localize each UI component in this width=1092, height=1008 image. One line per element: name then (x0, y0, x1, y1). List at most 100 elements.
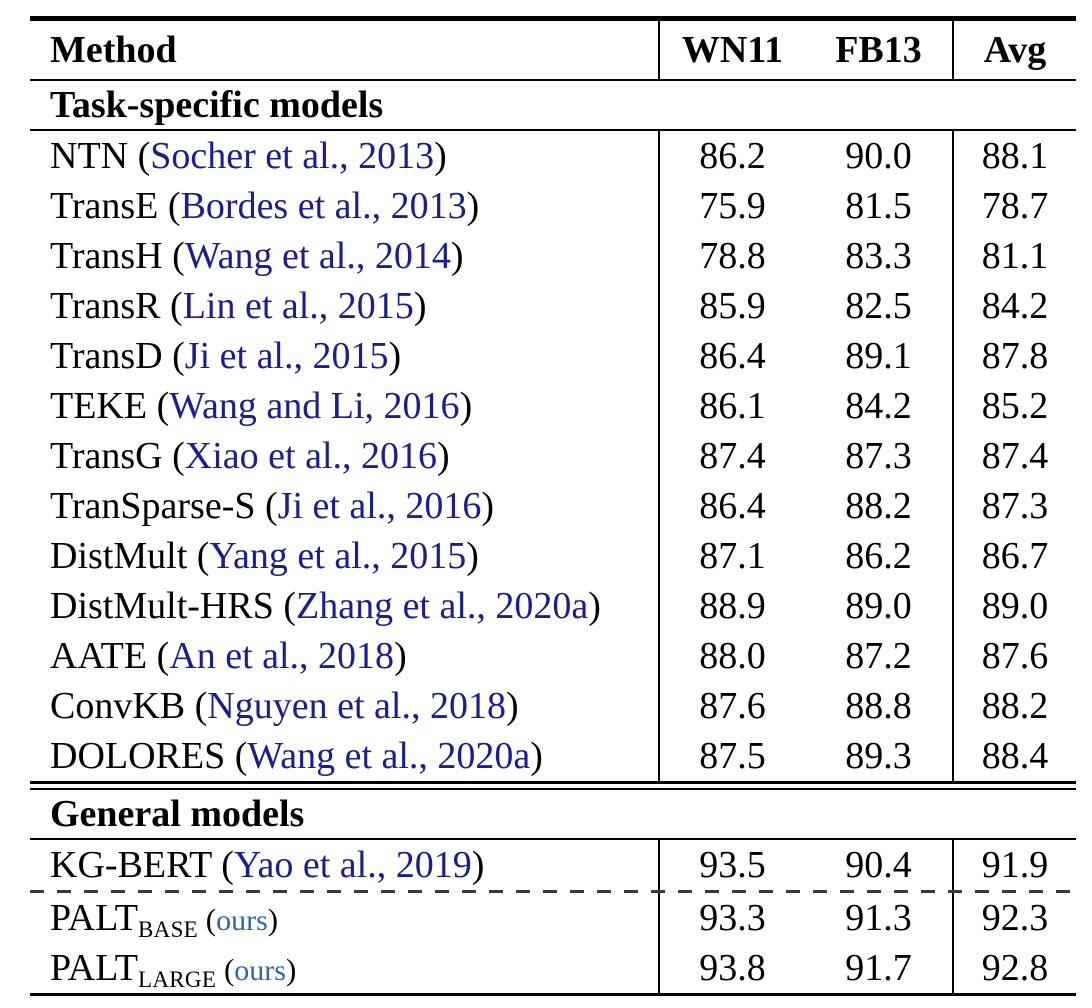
fb13-value: 83.3 (845, 235, 912, 277)
citation-link[interactable]: Nguyen et al., 2018 (207, 685, 506, 727)
method-cell: PALTLARGE (ours) (30, 943, 658, 993)
citation-link[interactable]: Yang et al., 2015 (209, 535, 467, 577)
avg-value: 87.8 (952, 331, 1076, 381)
section-underline-rule (30, 838, 1076, 840)
ours-label: ours (234, 954, 286, 987)
avg-value: 78.7 (952, 181, 1076, 231)
open-paren: ( (158, 185, 181, 227)
avg-value: 92.3 (952, 893, 1076, 943)
close-paren: ) (450, 235, 464, 277)
citation-link[interactable]: Xiao et al., 2016 (184, 435, 438, 477)
method-cell: TransR (Lin et al., 2015) (30, 281, 658, 331)
close-paren: ) (466, 185, 480, 227)
fb13-value: 82.5 (845, 285, 912, 327)
fb13-value: 86.2 (845, 535, 912, 577)
top-rule (30, 16, 1076, 21)
open-paren: ( (187, 535, 210, 577)
avg-value: 88.4 (952, 731, 1076, 781)
close-paren: ) (459, 385, 473, 427)
citation-link[interactable]: Yao et al., 2019 (233, 844, 472, 886)
dashed-divider-rule (30, 890, 1076, 893)
fb13-value: 91.7 (845, 947, 912, 989)
method-cell: TransH (Wang et al., 2014) (30, 231, 658, 281)
method-cell: DOLORES (Wang et al., 2020a) (30, 731, 658, 781)
avg-value: 87.3 (952, 481, 1076, 531)
fb13-value: 81.5 (845, 185, 912, 227)
method-name: AATE (50, 635, 148, 677)
section-header: Task-specific models (50, 84, 384, 126)
method-name: TransH (50, 235, 163, 277)
method-cell: TransD (Ji et al., 2015) (30, 331, 658, 381)
fb13-value: 89.0 (845, 585, 912, 627)
avg-value: 88.1 (952, 131, 1076, 181)
wn11-value: 75.9 (658, 181, 805, 231)
column-header-wn11: WN11 (658, 21, 805, 79)
method-name: PALT (50, 947, 139, 989)
wn11-value: 88.9 (658, 581, 805, 631)
wn11-value: 93.8 (658, 943, 805, 993)
open-paren: ( (216, 952, 235, 987)
citation-link[interactable]: Wang and Li, 2016 (169, 385, 460, 427)
wn11-value: 86.2 (658, 131, 805, 181)
method-cell: TransE (Bordes et al., 2013) (30, 181, 658, 231)
wn11-value: 87.1 (658, 531, 805, 581)
section-header: General models (50, 793, 305, 835)
citation-link[interactable]: Zhang et al., 2020a (295, 585, 589, 627)
close-paren: ) (388, 335, 402, 377)
method-name: TranSparse-S (50, 485, 256, 527)
open-paren: ( (185, 685, 208, 727)
citation-link[interactable]: An et al., 2018 (169, 635, 395, 677)
column-header-fb13: FB13 (835, 29, 922, 71)
method-name: TEKE (50, 385, 148, 427)
open-paren: ( (160, 285, 183, 327)
wn11-value: 88.0 (658, 631, 805, 681)
open-paren: ( (162, 335, 185, 377)
wn11-value: 78.8 (658, 231, 805, 281)
avg-value: 88.2 (952, 681, 1076, 731)
method-cell: ConvKB (Nguyen et al., 2018) (30, 681, 658, 731)
close-paren: ) (437, 435, 450, 477)
citation-link[interactable]: Bordes et al., 2013 (180, 185, 467, 227)
fb13-value: 88.2 (845, 485, 912, 527)
close-paren: ) (434, 135, 447, 177)
close-paren: ) (505, 685, 519, 727)
citation-link[interactable]: Wang et al., 2014 (184, 235, 451, 277)
fb13-value: 91.3 (845, 897, 912, 939)
method-name: TransE (50, 185, 159, 227)
close-paren: ) (466, 535, 479, 577)
citation-link[interactable]: Lin et al., 2015 (182, 285, 414, 327)
close-paren: ) (481, 485, 495, 527)
method-cell: DistMult (Yang et al., 2015) (30, 531, 658, 581)
method-cell: KG-BERT (Yao et al., 2019) (30, 840, 658, 890)
citation-link[interactable]: Wang et al., 2020a (247, 735, 531, 777)
avg-value: 91.9 (952, 840, 1076, 890)
section-divider-double-rule (30, 781, 1076, 790)
fb13-value: 90.0 (845, 135, 912, 177)
close-paren: ) (394, 635, 407, 677)
method-cell: DistMult-HRS (Zhang et al., 2020a) (30, 581, 658, 631)
fb13-value: 87.3 (845, 435, 912, 477)
avg-value: 86.7 (952, 531, 1076, 581)
citation-link[interactable]: Ji et al., 2016 (277, 485, 482, 527)
method-name: PALT (50, 897, 139, 939)
close-paren: ) (588, 585, 601, 627)
citation-link[interactable]: Socher et al., 2013 (150, 135, 435, 177)
method-name: TransD (50, 335, 163, 377)
section-underline-rule (30, 129, 1076, 131)
close-paren: ) (471, 844, 485, 886)
wn11-value: 86.1 (658, 381, 805, 431)
wn11-value: 87.6 (658, 681, 805, 731)
method-name: KG-BERT (50, 844, 212, 886)
method-name-subscript: LARGE (138, 967, 217, 992)
method-name: DOLORES (50, 735, 226, 777)
close-paren: ) (285, 952, 297, 987)
avg-value: 85.2 (952, 381, 1076, 431)
header-underline-rule (30, 79, 1076, 81)
method-name: TransR (50, 285, 161, 327)
citation-link[interactable]: Ji et al., 2015 (184, 335, 389, 377)
avg-value: 92.8 (952, 943, 1076, 993)
column-header-method: Method (50, 29, 177, 71)
method-name: ConvKB (50, 685, 186, 727)
open-paren: ( (162, 235, 185, 277)
method-name: TransG (50, 435, 163, 477)
